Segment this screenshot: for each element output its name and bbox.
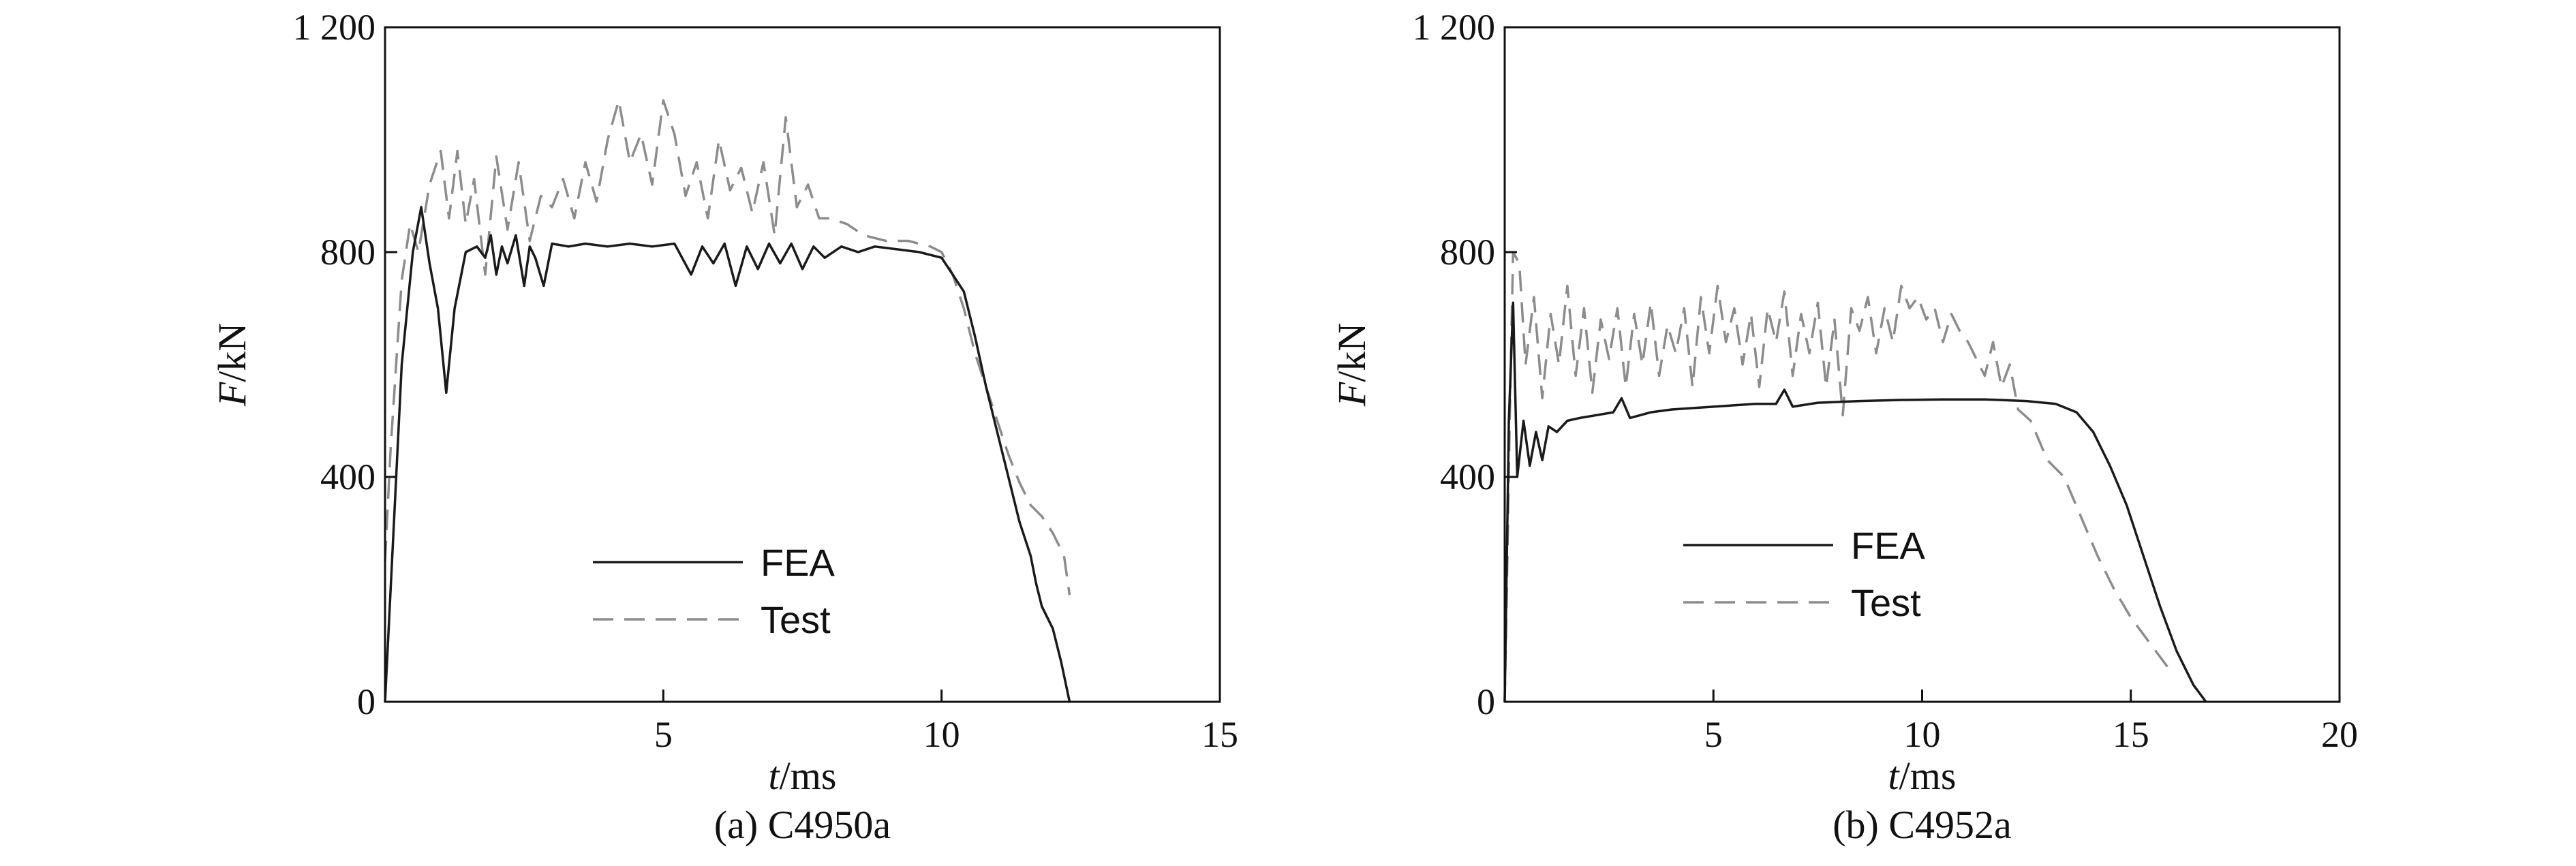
y-axis-var-a: F <box>210 382 254 407</box>
y-tick-label-a: 1 200 <box>293 7 376 48</box>
x-tick-label-b: 20 <box>2321 714 2358 755</box>
y-tick-label-a: 400 <box>320 457 375 497</box>
x-tick-label-b: 15 <box>2113 714 2149 755</box>
series-line-fea-a <box>384 206 1071 702</box>
series-line-test-a <box>384 99 1071 596</box>
legend-label-test-b: Test <box>1851 581 1921 624</box>
y-tick-label-b: 800 <box>1440 232 1495 273</box>
y-axis-unit-a: /kN <box>210 323 254 382</box>
caption-b: (b) C4952a <box>1833 803 2012 847</box>
y-axis-var-b: F <box>1330 382 1374 407</box>
series-line-fea-b <box>1503 301 2207 703</box>
series-line-test-b <box>1503 251 2174 702</box>
x-axis-label-a: t/ms <box>769 754 837 798</box>
x-axis-unit-b: /ms <box>1899 754 1957 798</box>
x-tick-label-a: 15 <box>1201 714 1238 755</box>
y-tick-label-b: 400 <box>1440 457 1495 497</box>
x-axis-var-b: t <box>1888 754 1901 798</box>
y-ticks-a: 0 400 800 1 200 <box>293 7 397 722</box>
x-axis-var-a: t <box>769 754 781 798</box>
x-tick-label-a: 10 <box>923 714 960 755</box>
x-tick-label-a: 5 <box>654 714 673 755</box>
y-tick-label-b: 0 <box>1477 681 1495 722</box>
chart-panel-b: 0 400 800 1 200 5 10 15 20 F/kN t/ms (b) C4952… <box>1330 7 2358 847</box>
plot-area-a <box>384 99 1071 702</box>
x-tick-label-b: 10 <box>1904 714 1941 755</box>
axes-frame-b <box>1503 26 2341 703</box>
y-tick-label-a: 0 <box>357 681 375 722</box>
plot-area-b <box>1503 251 2207 703</box>
legend-label-fea-b: FEA <box>1851 524 1926 567</box>
caption-a: (a) C4950a <box>714 803 891 847</box>
x-ticks-a: 5 10 15 <box>654 690 1238 755</box>
y-ticks-b: 0 400 800 1 200 <box>1413 7 1517 722</box>
x-axis-label-b: t/ms <box>1888 754 1957 798</box>
legend-b: FEA Test <box>1683 524 1926 624</box>
y-axis-unit-b: /kN <box>1330 323 1374 382</box>
x-ticks-b: 5 10 15 20 <box>1704 690 2358 755</box>
legend-label-fea-a: FEA <box>761 541 835 584</box>
axes-frame-a <box>384 26 1221 703</box>
legend-a: FEA Test <box>593 541 835 641</box>
y-tick-label-a: 800 <box>320 232 375 273</box>
x-tick-label-b: 5 <box>1704 714 1723 755</box>
legend-label-test-a: Test <box>761 598 831 641</box>
y-tick-label-b: 1 200 <box>1413 7 1496 48</box>
y-axis-label-a: F/kN <box>210 323 254 407</box>
y-axis-label-b: F/kN <box>1330 323 1374 407</box>
x-axis-unit-a: /ms <box>780 754 837 798</box>
